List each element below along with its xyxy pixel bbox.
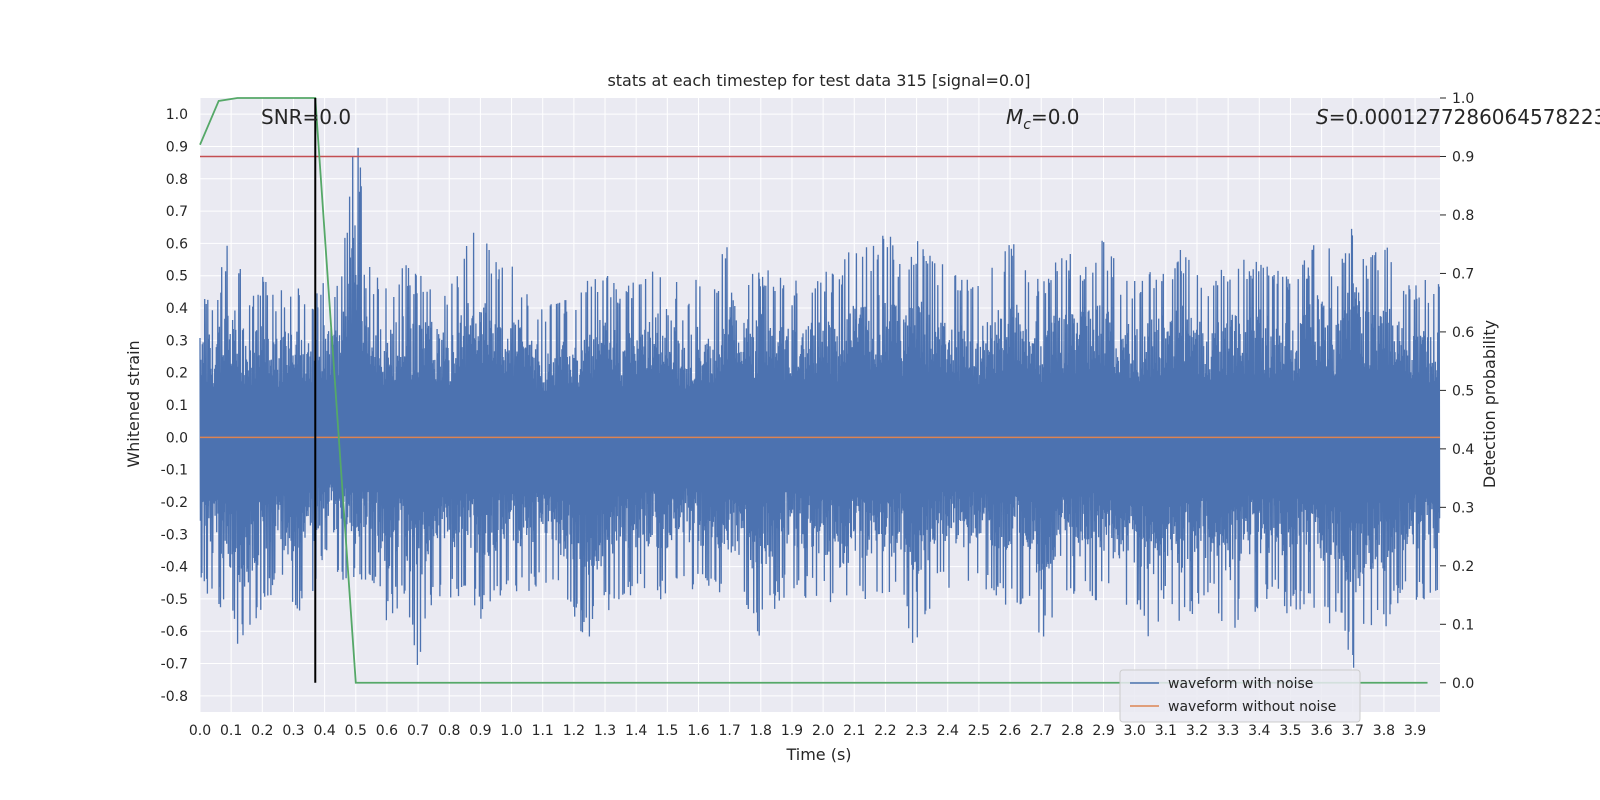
x-tick-label: 3.3 — [1217, 723, 1239, 739]
chirp-mass-annotation: Mc=0.0 — [1006, 105, 1080, 133]
s-value: =0.0001277286064578223 — [1329, 105, 1600, 129]
x-tick-label: 3.6 — [1310, 723, 1332, 739]
y-tick-label: -0.6 — [161, 624, 188, 640]
x-tick-label: 1.6 — [687, 723, 709, 739]
x-tick-label: 1.7 — [719, 723, 741, 739]
y-axis-label: Whitened strain — [124, 340, 143, 467]
x-tick-label: 3.9 — [1404, 723, 1426, 739]
x-tick-label: 1.2 — [563, 723, 585, 739]
x-tick-label: 0.6 — [376, 723, 398, 739]
y-tick-label: 0.6 — [166, 236, 188, 252]
y-axis-ticks: 1.0 0.9 0.8 0.7 0.6 0.5 0.4 0.3 0.2 0.1 0.0 -0.1 -0.… — [161, 107, 188, 705]
legend-box — [1119, 669, 1361, 723]
x-tick-label: 0.9 — [469, 723, 491, 739]
y2-axis-ticks: 1.0 0.9 0.8 0.7 0.6 0.5 0.4 0.3 0.2 0.1 0.0 — [1440, 91, 1474, 692]
x-tick-label: 0.2 — [251, 723, 273, 739]
y-tick-label: 0.8 — [166, 172, 188, 188]
x-tick-label: 2.1 — [843, 723, 865, 739]
y-tick-label: 0.9 — [166, 139, 188, 155]
x-tick-label: 3.4 — [1248, 723, 1270, 739]
y-tick-label: -0.8 — [161, 689, 188, 705]
x-tick-label: 3.7 — [1342, 723, 1364, 739]
y-tick-label: 0.4 — [166, 301, 188, 317]
chirp-mass-symbol: M — [1006, 105, 1023, 129]
s-annotation: S=0.0001277286064578223 — [1316, 105, 1600, 129]
y-tick-label: 0.0 — [166, 430, 188, 446]
y2-tick-label: 0.9 — [1452, 149, 1474, 165]
x-tick-label: 2.0 — [812, 723, 834, 739]
series-detection-probability — [199, 97, 1428, 684]
y-tick-label: -0.3 — [161, 527, 188, 543]
y-tick-label: -0.5 — [161, 592, 188, 608]
y2-tick-label: 0.1 — [1452, 617, 1474, 633]
x-tick-label: 2.4 — [937, 723, 959, 739]
y2-tick-label: 0.8 — [1452, 208, 1474, 224]
x-tick-label: 1.4 — [625, 723, 647, 739]
x-tick-label: 3.5 — [1279, 723, 1301, 739]
y-tick-label: -0.1 — [161, 463, 188, 479]
y2-tick-label: 0.6 — [1452, 325, 1474, 341]
y2-tick-label: 0.7 — [1452, 266, 1474, 282]
y2-axis-label: Detection probability — [1480, 320, 1499, 488]
y2-tick-label: 0.2 — [1452, 559, 1474, 575]
x-axis-ticks: 0.0 0.1 0.2 0.3 0.4 0.5 0.6 0.7 0.8 0.9 1.0 1.1 1.2 1… — [189, 723, 1426, 739]
y2-tick-label: 1.0 — [1452, 91, 1474, 107]
x-tick-label: 2.7 — [1030, 723, 1052, 739]
y2-tick-label: 0.3 — [1452, 500, 1474, 516]
y-tick-label: 0.1 — [166, 398, 188, 414]
x-tick-label: 3.8 — [1373, 723, 1395, 739]
x-tick-label: 1.3 — [594, 723, 616, 739]
chirp-mass-subscript: c — [1023, 117, 1031, 133]
x-tick-label: 1.9 — [781, 723, 803, 739]
legend-label-clean: waveform without noise — [1168, 699, 1336, 715]
y-tick-label: -0.4 — [161, 560, 188, 576]
x-tick-label: 0.7 — [407, 723, 429, 739]
plot-area — [199, 97, 1441, 712]
series-waveform-with-noise — [199, 147, 1441, 668]
x-tick-label: 3.1 — [1155, 723, 1177, 739]
x-tick-label: 1.1 — [532, 723, 554, 739]
x-tick-label: 2.8 — [1061, 723, 1083, 739]
y2-tick-label: 0.4 — [1452, 442, 1474, 458]
x-axis-label: Time (s) — [785, 745, 851, 764]
x-tick-label: 0.0 — [189, 723, 211, 739]
y-tick-label: 0.5 — [166, 269, 188, 285]
x-tick-label: 2.2 — [874, 723, 896, 739]
y2-tick-label: 0.0 — [1452, 676, 1474, 692]
y-tick-label: -0.2 — [161, 495, 188, 511]
x-tick-label: 3.2 — [1186, 723, 1208, 739]
x-tick-label: 2.3 — [905, 723, 927, 739]
chirp-mass-value: =0.0 — [1031, 105, 1080, 129]
y-tick-label: 0.2 — [166, 366, 188, 382]
x-tick-label: 1.8 — [750, 723, 772, 739]
x-tick-label: 0.8 — [438, 723, 460, 739]
chart-title: stats at each timestep for test data 315… — [607, 71, 1030, 90]
y2-tick-label: 0.5 — [1452, 383, 1474, 399]
x-tick-label: 0.4 — [313, 723, 335, 739]
x-tick-label: 0.1 — [220, 723, 242, 739]
x-tick-label: 0.5 — [345, 723, 367, 739]
snr-annotation: SNR=0.0 — [261, 105, 351, 129]
y-tick-label: 0.7 — [166, 204, 188, 220]
x-tick-label: 2.9 — [1092, 723, 1114, 739]
x-tick-label: 1.5 — [656, 723, 678, 739]
x-tick-label: 0.3 — [282, 723, 304, 739]
x-tick-label: 1.0 — [500, 723, 522, 739]
x-tick-label: 2.6 — [999, 723, 1021, 739]
legend: waveform with noise waveform without noi… — [1119, 669, 1361, 723]
legend-label-noise: waveform with noise — [1168, 676, 1313, 692]
y-tick-label: 0.3 — [166, 333, 188, 349]
y-tick-label: 1.0 — [166, 107, 188, 123]
x-tick-label: 2.5 — [968, 723, 990, 739]
x-tick-label: 3.0 — [1124, 723, 1146, 739]
y-tick-label: -0.7 — [161, 657, 188, 673]
s-symbol: S — [1316, 105, 1329, 129]
